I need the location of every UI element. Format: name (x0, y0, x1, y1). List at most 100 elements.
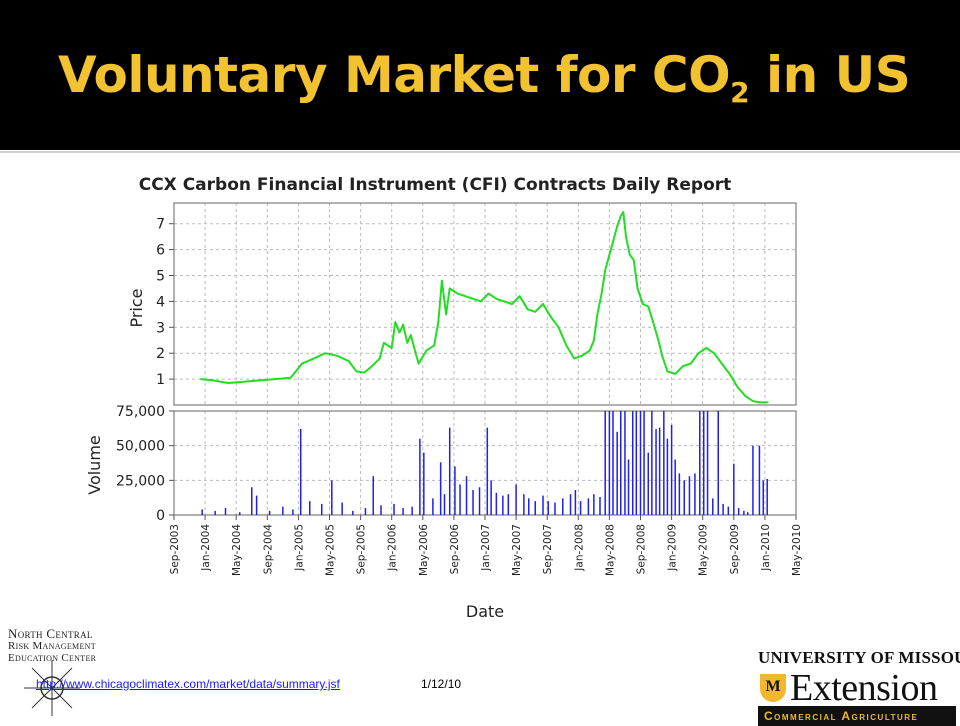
price-point (258, 379, 261, 382)
price-point (243, 380, 245, 383)
date-axis-label: Date (466, 602, 504, 621)
x-tick-label: May-2007 (511, 524, 523, 576)
price-point (417, 362, 420, 365)
x-tick-label: Sep-2005 (356, 524, 368, 574)
title-suffix: in US (749, 46, 911, 104)
price-point (636, 287, 639, 290)
price-point (604, 269, 607, 272)
price-point (425, 349, 428, 352)
price-point (211, 379, 214, 382)
compass-icon (24, 660, 80, 716)
mu-extension-row: M Extension (758, 667, 958, 709)
price-point (200, 378, 202, 381)
x-tick-label: Jan-2004 (200, 524, 212, 572)
ncrme-logo-line-2: Risk Management (8, 640, 96, 652)
price-tick-label: 2 (156, 346, 165, 362)
source-link[interactable]: http://www.chicagoclimatex.com/market/da… (36, 677, 340, 691)
price-point (336, 354, 339, 357)
price-tick-label: 6 (156, 243, 165, 259)
slide-title: Voluntary Market for CO2 in US (58, 46, 911, 109)
price-point (313, 357, 315, 360)
price-tick-label: 4 (156, 294, 165, 310)
price-point (441, 279, 443, 282)
price-point (661, 354, 664, 357)
price-point (625, 235, 627, 238)
price-point (324, 352, 327, 355)
price-point (728, 373, 731, 375)
price-point (437, 321, 440, 324)
price-point (534, 310, 537, 313)
price-point (274, 378, 276, 381)
price-point (390, 347, 393, 349)
x-tick-label: Jan-2010 (760, 524, 772, 572)
price-point (383, 341, 385, 344)
price-point (448, 287, 451, 290)
price-panel-frame (173, 202, 797, 406)
price-point (445, 313, 448, 316)
price-point (378, 357, 381, 360)
price-axis-label: Price (127, 288, 146, 327)
title-subscript: 2 (730, 76, 750, 109)
x-tick-label: May-2006 (418, 524, 430, 576)
mu-extension-logo: UNIVERSITY OF MISSOURI M Extension Comme… (758, 648, 960, 726)
price-point (720, 362, 723, 365)
x-tick-label: Sep-2007 (542, 524, 554, 574)
price-point (495, 297, 498, 300)
price-tick-label: 7 (156, 217, 165, 233)
price-point (592, 339, 595, 342)
mu-shield-icon: M (760, 674, 786, 702)
x-tick-label: Jan-2007 (480, 524, 492, 572)
x-tick-label: Jan-2009 (667, 524, 679, 572)
header-divider (0, 151, 960, 153)
price-point (666, 370, 669, 373)
volume-tick-label: 25,000 (116, 473, 165, 489)
volume-tick-label: 50,000 (116, 439, 165, 455)
price-point (487, 292, 490, 295)
price-point (588, 349, 591, 352)
volume-panel-frame (173, 410, 797, 516)
price-line (200, 211, 768, 404)
price-point (674, 373, 677, 375)
price-point (573, 357, 576, 360)
price-tick-label: 3 (156, 320, 165, 336)
price-point (402, 323, 404, 326)
price-point (752, 400, 754, 403)
mu-university-text: UNIVERSITY OF MISSOURI (758, 648, 960, 667)
price-point (472, 297, 474, 300)
volume-axis-label: Volume (85, 435, 104, 495)
price-point (616, 225, 619, 228)
price-point (647, 305, 650, 308)
price-point (596, 313, 599, 316)
x-tick-label: Sep-2003 (169, 524, 181, 574)
price-point (289, 376, 292, 379)
price-point (542, 303, 544, 305)
price-point (682, 365, 684, 368)
price-point (355, 370, 358, 373)
price-point (398, 331, 401, 334)
volume-tick-label: 75,000 (116, 404, 165, 420)
ncrme-logo: North Central Risk Management Education … (8, 627, 96, 664)
price-point (394, 321, 397, 324)
price-point (689, 362, 692, 365)
x-tick-label: May-2004 (231, 524, 243, 576)
price-point (409, 334, 412, 336)
price-point (479, 300, 482, 303)
price-point (766, 401, 769, 404)
slide-header (0, 0, 960, 150)
x-tick-label: May-2009 (698, 524, 710, 576)
chart-title: CCX Carbon Financial Instrument (CFI) Co… (139, 175, 732, 195)
price-point (600, 292, 603, 295)
source-date: 1/12/10 (421, 677, 462, 691)
price-point (608, 253, 611, 256)
price-point (697, 352, 700, 355)
price-point (736, 385, 739, 388)
price-point (363, 371, 366, 374)
price-point (622, 211, 625, 213)
price-point (227, 382, 230, 384)
x-tick-label: May-2005 (325, 524, 337, 576)
price-point (652, 321, 655, 324)
price-tick-label: 5 (156, 269, 165, 285)
price-tick-label: 1 (156, 372, 165, 388)
price-point (511, 303, 513, 305)
